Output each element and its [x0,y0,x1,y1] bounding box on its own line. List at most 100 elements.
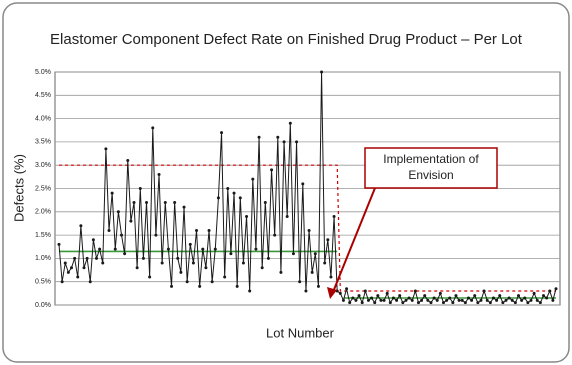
y-tick-label: 2.0% [35,209,51,216]
data-point [291,252,295,256]
data-point [195,228,199,232]
y-tick-label: 3.0% [35,162,51,169]
data-point [185,280,189,284]
y-tick-label: 3.5% [35,139,51,146]
data-point [95,256,99,260]
data-point [420,298,424,302]
y-tick-label: 0.0% [35,302,51,309]
data-point [110,191,114,195]
data-point [254,247,258,251]
data-point [510,298,514,302]
data-point [145,200,149,204]
data-point [391,296,395,300]
data-point [388,301,392,305]
y-tick-label: 1.0% [35,255,51,262]
data-point [260,266,264,270]
data-point [398,294,402,298]
data-point [329,275,333,279]
data-point [220,131,224,135]
data-point [363,289,367,293]
data-point [545,296,549,300]
data-point [507,296,511,300]
data-point [148,275,152,279]
data-point [516,294,520,298]
data-point [63,261,67,265]
data-point [316,284,320,288]
data-point [454,294,458,298]
data-point [191,261,195,265]
data-point [120,233,124,237]
data-point [160,261,164,265]
data-point [285,214,289,218]
data-point [60,280,64,284]
data-point [435,298,439,302]
data-point [166,247,170,251]
data-point [154,233,158,237]
data-point [520,298,524,302]
series-line [58,71,557,305]
data-point [241,261,245,265]
data-point [210,280,214,284]
data-point [232,191,236,195]
data-point [82,266,86,270]
data-point [366,298,370,302]
data-point [332,214,336,218]
data-point [541,294,545,298]
data-point [360,301,364,305]
data-point [401,301,405,305]
data-point [466,296,470,300]
data-point [66,270,70,274]
data-point [479,298,483,302]
data-point [188,242,192,246]
data-point [426,298,430,302]
data-point [498,294,502,298]
data-point [451,301,455,305]
data-point [323,261,327,265]
data-point [245,214,249,218]
data-point [295,140,299,144]
data-point [404,298,408,302]
data-point [79,224,83,228]
data-point [445,298,449,302]
data-point [238,196,242,200]
data-point [107,228,111,232]
data-point [116,210,120,214]
annotation-arrow [332,187,376,293]
data-point [382,298,386,302]
data-point [535,298,539,302]
data-point [251,177,255,181]
data-point [216,196,220,200]
data-point [551,298,555,302]
data-point [320,70,324,74]
data-point [370,296,374,300]
y-tick-label: 2.5% [35,185,51,192]
annotation-text: Implementation of [383,152,479,166]
data-point [226,187,230,190]
y-axis-label: Defects (%) [11,154,26,222]
data-point [138,187,142,190]
data-point [526,301,530,305]
data-point [476,301,480,305]
data-point [104,147,108,151]
data-point [304,289,308,293]
data-point [263,200,267,204]
data-point [348,301,352,305]
data-point [248,289,252,293]
data-point [132,200,136,204]
data-point [298,280,302,284]
data-point [70,266,74,270]
data-point [429,301,433,305]
data-point [473,294,477,298]
data-point [204,266,208,270]
data-point [495,298,499,302]
data-point [213,247,217,251]
data-point [373,301,377,305]
data-point [413,289,417,293]
data-point [485,298,489,302]
y-tick-label: 4.5% [35,92,51,99]
data-point [301,182,305,186]
data-point [270,168,274,172]
data-point [201,247,205,251]
data-point [151,126,155,130]
